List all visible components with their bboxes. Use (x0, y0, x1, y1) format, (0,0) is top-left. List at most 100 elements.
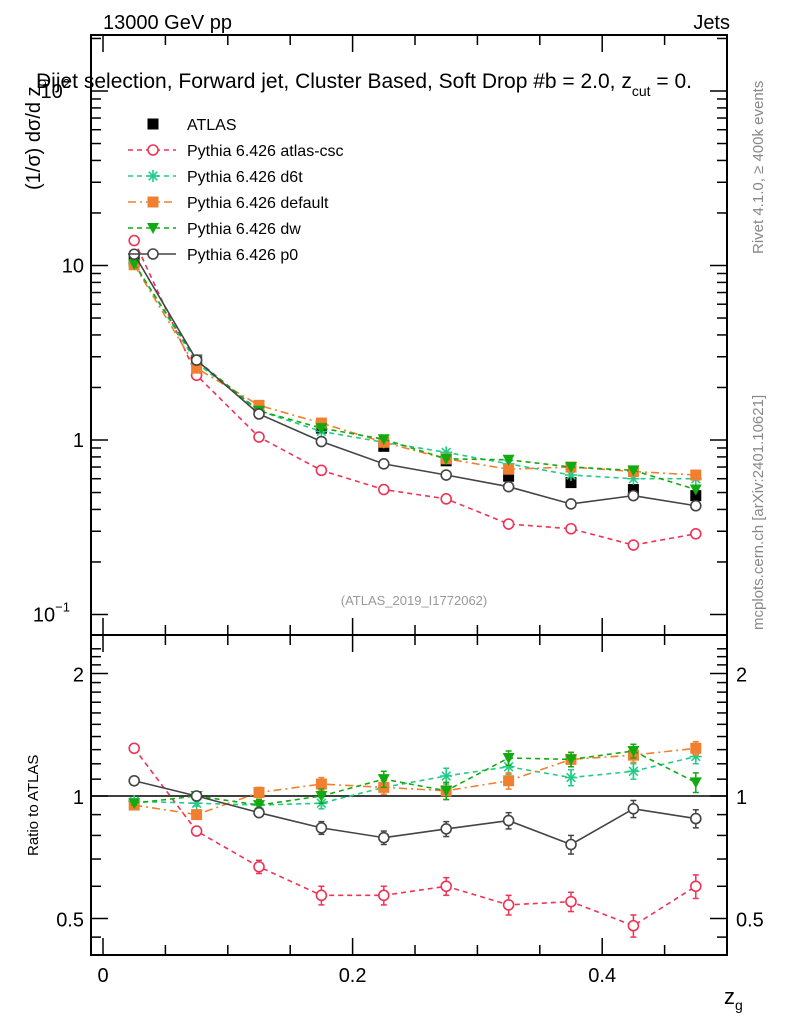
series-pythia-6-426-p0 (128, 248, 702, 512)
legend-marker (147, 118, 159, 130)
ratio-point (253, 860, 265, 873)
legend-item-atlas: ATLAS (147, 117, 237, 134)
data-point (565, 462, 577, 474)
legend-item-pythia-6-426-atlas-csc: Pythia 6.426 atlas-csc (128, 143, 344, 160)
series-line (133, 253, 696, 507)
data-point (627, 489, 640, 502)
data-point (377, 483, 390, 496)
legend-item-pythia-6-426-p0: Pythia 6.426 p0 (128, 247, 298, 264)
ratio-y-tick-label: 0.5 (56, 910, 84, 932)
plot-title-main: Dijet selection, Forward jet, Cluster Ba… (36, 70, 632, 93)
legend-label: ATLAS (187, 117, 237, 134)
ratio-point (502, 760, 515, 773)
ratio-series-pythia-6-426-d6t (128, 748, 702, 812)
analysis-watermark: (ATLAS_2019_I1772062) (341, 593, 487, 608)
ratio-series-line (134, 755, 696, 806)
x-tick-label: 0 (97, 965, 108, 987)
data-point (377, 458, 390, 470)
data-point (253, 399, 265, 411)
data-point (440, 453, 453, 465)
x-axis-label: zg (724, 984, 743, 1013)
data-point (128, 234, 140, 247)
data-point (627, 539, 640, 551)
data-point (689, 499, 702, 512)
ratio-y-tick-label-right: 0.5 (736, 910, 764, 932)
data-point (690, 469, 702, 481)
ratio-series-group (128, 740, 702, 938)
main-series-group (128, 234, 702, 551)
ratio-point (191, 809, 203, 821)
data-point (565, 522, 577, 535)
ratio-point (440, 823, 453, 835)
ratio-point (502, 752, 515, 764)
x-tick-label: 0.2 (339, 965, 367, 987)
ratio-y-tick-label-right: 2 (736, 665, 747, 687)
ratio-point (689, 812, 702, 825)
ratio-point (190, 825, 203, 837)
data-point (503, 463, 515, 475)
category-label: Jets (693, 12, 730, 34)
ratio-point (565, 895, 577, 908)
ratio-point (315, 889, 328, 902)
ratio-point (377, 889, 390, 902)
ratio-point (253, 787, 265, 799)
ratio-point (253, 806, 265, 819)
mcplots-label: mcplots.cern.ch [arXiv:2401.10621] (750, 395, 767, 630)
y-tick-label: 10−1 (33, 600, 70, 627)
data-point (253, 431, 265, 443)
data-point (315, 423, 328, 435)
ratio-series-pythia-6-426-p0 (128, 774, 702, 855)
legend-item-pythia-6-426-default: Pythia 6.426 default (128, 195, 329, 212)
ratio-point (190, 790, 203, 802)
legend-marker (147, 223, 159, 234)
data-point (502, 454, 515, 466)
ratio-point (253, 800, 265, 812)
data-point (315, 464, 328, 477)
legend-item-pythia-6-426-dw: Pythia 6.426 dw (128, 221, 301, 238)
series-pythia-6-426-dw (128, 258, 702, 496)
legend-label: Pythia 6.426 p0 (187, 247, 298, 264)
plot-title-sub: cut (632, 83, 651, 99)
series-pythia-6-426-default (128, 259, 702, 481)
data-point (627, 465, 640, 477)
data-point (315, 435, 328, 448)
data-point (315, 417, 327, 429)
rivet-label: Rivet 4.1.0, ≥ 400k events (750, 81, 767, 254)
ratio-series-line (133, 747, 697, 927)
data-point (253, 408, 265, 420)
data-point (690, 490, 702, 502)
ratio-point (565, 838, 577, 851)
ratio-point (627, 765, 640, 778)
plot-title: Dijet selection, Forward jet, Cluster Ba… (36, 70, 692, 99)
legend-label: Pythia 6.426 dw (187, 221, 301, 238)
ratio-point (503, 775, 515, 787)
main-axis-ticks: 102 10 1 10−1 0 0.2 0.4 (33, 36, 728, 987)
ratio-point (627, 745, 640, 757)
ratio-point (689, 777, 702, 789)
series-pythia-6-426-atlas-csc (128, 234, 702, 551)
plot-title-tail: = 0. (651, 70, 692, 93)
legend-marker (147, 170, 159, 182)
ratio-point (690, 742, 702, 754)
y-tick-label: 1 (73, 430, 84, 452)
legend: ATLAS Pythia 6.426 atlas-csc Pythia 6.426 … (128, 117, 344, 264)
x-tick-label: 0.4 (588, 965, 616, 987)
data-point (689, 528, 702, 540)
data-point (503, 470, 515, 482)
ratio-series-line (134, 779, 696, 846)
series-atlas (128, 255, 702, 502)
data-point (128, 258, 141, 270)
ratio-point (315, 822, 328, 834)
ratio-point (627, 803, 640, 815)
legend-item-pythia-6-426-d6t: Pythia 6.426 d6t (128, 169, 303, 186)
data-point (191, 362, 203, 374)
data-point (689, 484, 702, 496)
y-tick-label: 10 (62, 256, 84, 278)
legend-label: Pythia 6.426 default (187, 195, 329, 212)
legend-label: Pythia 6.426 atlas-csc (187, 143, 344, 160)
data-point (627, 484, 639, 496)
data-point (502, 480, 515, 493)
ratio-point (440, 769, 453, 782)
data-point (502, 518, 515, 530)
